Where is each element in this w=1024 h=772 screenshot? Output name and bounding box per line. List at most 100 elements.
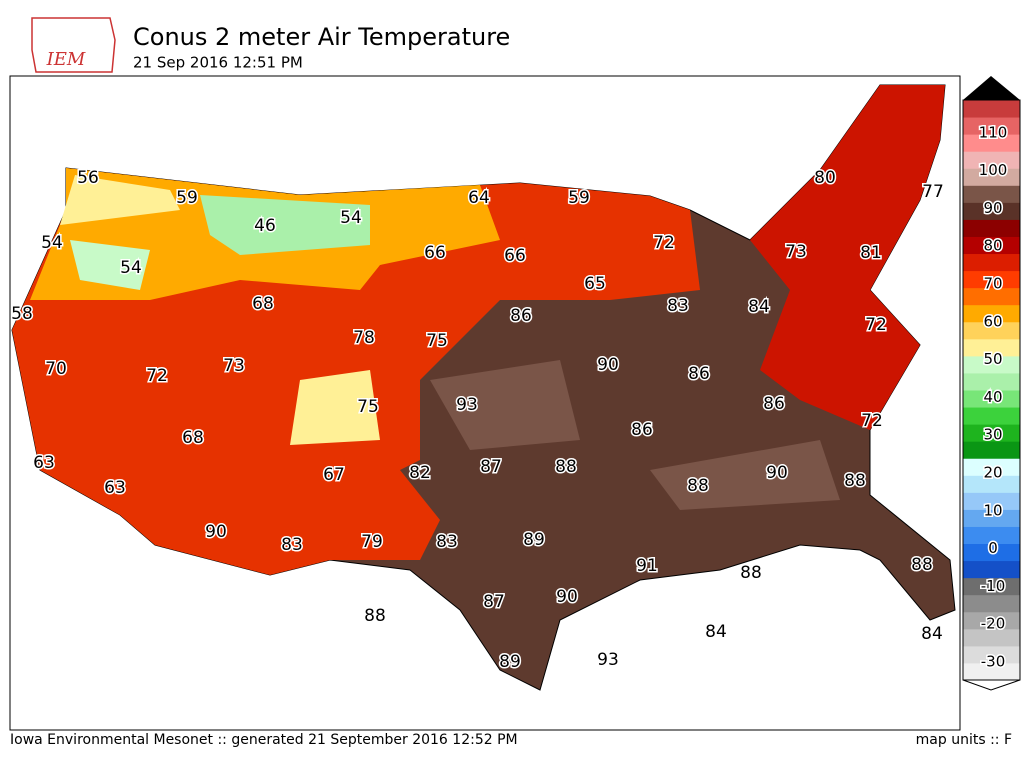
temperature-label: 81 <box>860 243 882 263</box>
temperature-label: 70 <box>45 359 67 379</box>
temperature-label: 83 <box>281 535 303 555</box>
region-northeast <box>750 85 945 430</box>
temperature-label: 68 <box>252 294 274 314</box>
colorbar-band <box>963 321 1020 340</box>
colorbar-band <box>963 645 1020 664</box>
temperature-label: 63 <box>104 478 126 498</box>
colorbar-band <box>963 100 1020 118</box>
temperature-label: 88 <box>844 471 866 491</box>
colorbar-tick-label: 90 <box>983 199 1002 217</box>
colorbar-band <box>963 577 1020 596</box>
colorbar-band <box>963 270 1020 289</box>
temperature-label: 54 <box>120 258 142 278</box>
colorbar-tick-label: 50 <box>983 350 1002 368</box>
colorbar-band <box>963 492 1020 510</box>
temperature-label: 58 <box>11 304 33 324</box>
temperature-label: 90 <box>766 463 788 483</box>
colorbar-band <box>963 202 1020 220</box>
temperature-label: 90 <box>556 587 578 607</box>
colorbar-band <box>963 560 1020 579</box>
colorbar-top <box>963 76 1020 100</box>
footer-right: map units :: F <box>916 732 1012 748</box>
temperature-label: 59 <box>176 188 198 208</box>
colorbar-band <box>963 458 1020 476</box>
colorbar-tick-label: 110 <box>979 123 1008 141</box>
colorbar-tick-label: 40 <box>983 388 1002 406</box>
temperature-label: 66 <box>424 243 446 263</box>
temperature-label: 64 <box>468 188 490 208</box>
colorbar-band <box>963 134 1020 152</box>
colorbar-band <box>963 628 1020 647</box>
colorbar-band <box>963 543 1020 562</box>
temperature-label: 93 <box>597 650 619 670</box>
colorbar-band <box>963 662 1020 681</box>
colorbar-tick-label: 60 <box>983 312 1002 330</box>
temperature-label: 78 <box>353 328 375 348</box>
temperature-label: 86 <box>688 364 710 384</box>
map <box>9 75 961 731</box>
temperature-label: 88 <box>555 457 577 477</box>
temperature-label: 68 <box>182 428 204 448</box>
colorbar-tick-label: -10 <box>981 577 1006 595</box>
colorbar-bottom <box>962 679 1021 691</box>
colorbar-band <box>963 236 1020 255</box>
temperature-label: 54 <box>41 233 63 253</box>
colorbar-band <box>963 151 1020 169</box>
region-green-west <box>70 240 150 290</box>
temperature-label: 63 <box>33 453 55 473</box>
temperature-label: 46 <box>254 216 276 236</box>
colorbar-tick-label: 100 <box>979 161 1008 179</box>
title: Conus 2 meter Air Temperature <box>133 23 510 51</box>
temperature-label: 54 <box>340 208 362 228</box>
temperature-label: 75 <box>357 397 379 417</box>
colorbar-border <box>962 99 1021 681</box>
temperature-label: 90 <box>597 355 619 375</box>
temperature-label: 90 <box>205 522 227 542</box>
colorbar-band <box>963 355 1020 374</box>
colorbar-band <box>963 304 1020 323</box>
temperature-label: 84 <box>748 297 770 317</box>
colorbar-band <box>963 185 1020 203</box>
colorbar-band <box>963 338 1020 357</box>
temperature-label: 93 <box>456 395 478 415</box>
temperature-label: 88 <box>687 476 709 496</box>
colorbar-band <box>963 219 1020 237</box>
colorbar-band <box>963 509 1020 527</box>
colorbar-tick-label: 80 <box>983 237 1002 255</box>
region-green <box>200 195 370 255</box>
colorbar-tick-label: -20 <box>981 615 1006 633</box>
temperature-label: 84 <box>921 624 943 644</box>
colorbar-band <box>963 611 1020 630</box>
logo-frame <box>30 16 120 74</box>
colorbar-band <box>963 424 1020 442</box>
temperature-label: 75 <box>426 331 448 351</box>
temperature-label: 88 <box>364 606 386 626</box>
temperature-label: 73 <box>223 356 245 376</box>
temperature-label: 87 <box>483 592 505 612</box>
temperature-label: 77 <box>922 182 944 202</box>
colorbar-band <box>963 287 1020 306</box>
temperature-label: 72 <box>865 315 887 335</box>
temperature-label: 83 <box>436 532 458 552</box>
temperature-label: 88 <box>911 555 933 575</box>
colorbar-tick-label: 20 <box>983 464 1002 482</box>
temperature-label: 91 <box>636 556 658 576</box>
temperature-label: 65 <box>584 274 606 294</box>
temperature-label: 72 <box>861 411 883 431</box>
subtitle: 21 Sep 2016 12:51 PM <box>133 54 303 72</box>
temperature-label: 56 <box>77 168 99 188</box>
colorbar-band <box>963 594 1020 613</box>
temperature-label: 89 <box>499 652 521 672</box>
temperature-label: 86 <box>763 394 785 414</box>
colorbar-band <box>963 475 1020 493</box>
temperature-label: 82 <box>409 463 431 483</box>
temperature-label: 84 <box>705 622 727 642</box>
temperature-label: 83 <box>667 296 689 316</box>
temperature-label: 66 <box>504 246 526 266</box>
temperature-label: 79 <box>361 532 383 552</box>
colorbar-band <box>963 117 1020 135</box>
colorbar-tick-label: 0 <box>988 539 998 557</box>
region-hottest <box>430 360 840 510</box>
